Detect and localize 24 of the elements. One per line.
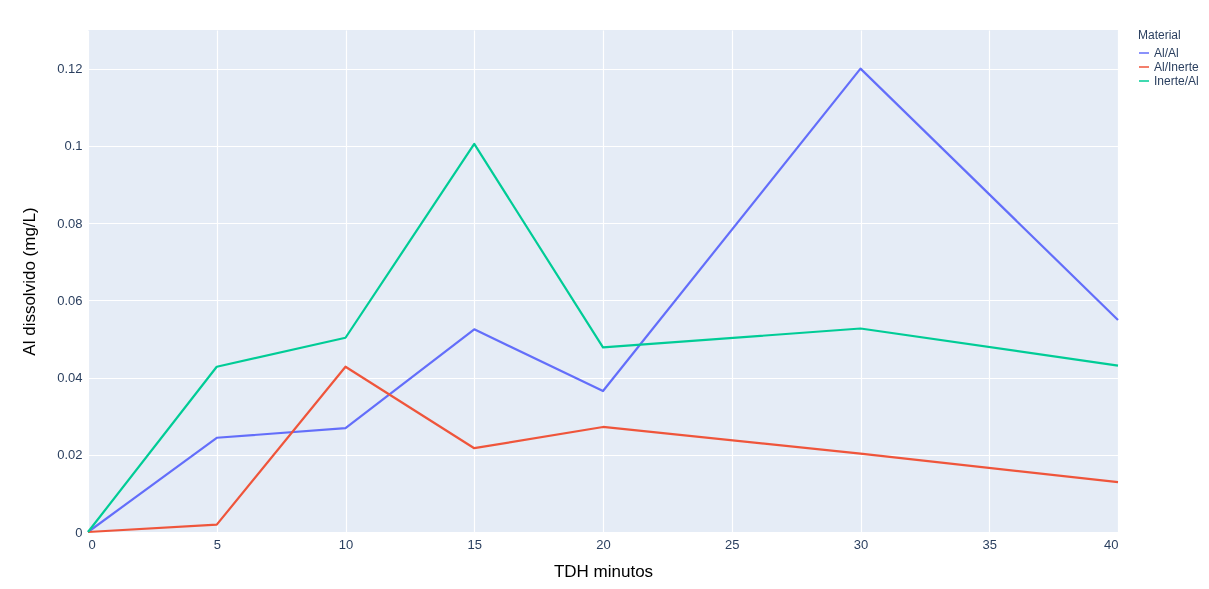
x-axis-title: TDH minutos [553, 561, 654, 581]
y-tick-label: 0 [75, 524, 83, 540]
y-tick-label: 0.04 [57, 370, 83, 386]
line-series [86, 142, 1120, 534]
legend-label: Al/Inerte [1154, 60, 1200, 74]
x-tick-label: 30 [853, 536, 869, 552]
y-axis-title: Al dissolvido (mg/L) [20, 207, 40, 356]
x-tick-label: 0 [88, 536, 96, 552]
y-tick-label: 0.1 [64, 138, 83, 154]
line-series [86, 365, 1120, 534]
y-tick-label: 0.02 [57, 447, 83, 463]
x-tick-label: 5 [213, 536, 221, 552]
x-tick-label: 40 [1104, 536, 1119, 552]
x-tick-label: 35 [982, 536, 997, 552]
x-tick-label: 15 [467, 536, 482, 552]
x-tick-label: 25 [725, 536, 740, 552]
legend-label: Al/Al [1154, 46, 1179, 60]
legend-title: Material [1138, 28, 1181, 42]
legend-label: Inerte/Al [1154, 74, 1199, 88]
x-tick-label: 20 [596, 536, 611, 552]
y-tick-label: 0.08 [57, 215, 83, 231]
y-tick-label: 0.06 [57, 292, 83, 308]
y-tick-label: 0.12 [57, 61, 83, 77]
x-tick-label: 10 [338, 536, 354, 552]
